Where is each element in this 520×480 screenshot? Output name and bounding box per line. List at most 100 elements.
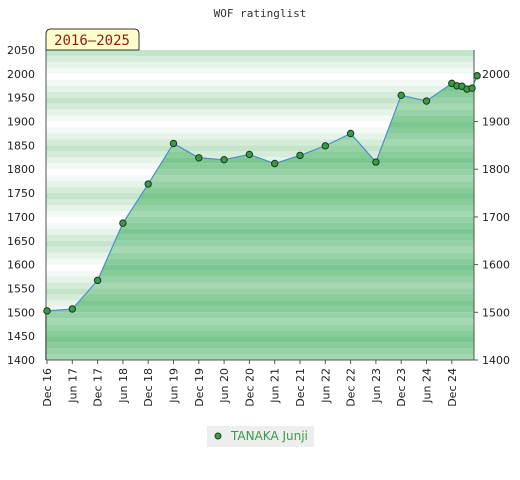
area-band: [47, 210, 474, 217]
background-band: [46, 55, 474, 62]
data-point: [144, 180, 152, 188]
area-band: [47, 252, 474, 259]
x-tick-label: Dec 22: [345, 368, 358, 407]
background-band: [46, 50, 474, 56]
period-label: 2016–2025: [54, 33, 130, 49]
x-tick-label: Jun 19: [168, 368, 181, 404]
background-band: [46, 115, 474, 122]
x-tick-label: Dec 24: [446, 368, 459, 407]
area-band: [47, 199, 474, 205]
left-tick-label: 1900: [7, 116, 35, 129]
left-axis: 1400 1450 1500 1550 1600 1650 1700 1750 1800 1850…: [7, 44, 47, 367]
data-point: [119, 219, 127, 227]
background-band: [46, 133, 474, 140]
legend: TANAKA Junji: [207, 426, 314, 447]
data-point: [220, 155, 228, 164]
background-band: [46, 97, 474, 104]
x-tick-label: Dec 16: [41, 368, 54, 407]
left-tick-label: 1750: [7, 187, 35, 200]
data-point: [321, 142, 329, 150]
area-band: [47, 169, 474, 176]
left-tick-label: 1650: [7, 235, 35, 248]
area-band: [47, 187, 474, 194]
area-band: [47, 234, 474, 241]
area-band: [47, 258, 474, 265]
x-tick-label: Jun 23: [370, 368, 383, 404]
area-band: [47, 216, 474, 223]
left-tick-label: 1950: [7, 92, 35, 105]
area-band: [47, 181, 474, 188]
period-badge: 2016–2025: [45, 28, 140, 51]
x-tick-label: Dec 18: [142, 368, 155, 407]
area-band: [47, 342, 474, 349]
data-point: [195, 154, 203, 162]
area-band: [47, 175, 474, 182]
data-point: [43, 307, 51, 315]
background-band: [46, 61, 474, 68]
data-point: [346, 129, 355, 138]
area-band: [47, 240, 474, 247]
legend-box: [207, 426, 314, 447]
area-band: [47, 205, 474, 211]
area-band: [47, 157, 474, 164]
left-tick-label: 1550: [7, 282, 35, 295]
data-point: [473, 72, 481, 80]
right-tick-label: 1400: [482, 354, 510, 367]
background-band: [46, 73, 474, 80]
data-point: [271, 159, 279, 168]
area-band: [47, 264, 474, 271]
x-tick-label: Jun 24: [421, 368, 434, 404]
right-tick-label: 1800: [482, 163, 510, 176]
area-band: [47, 354, 474, 360]
data-point: [372, 158, 380, 166]
area-band: [47, 270, 474, 277]
left-tick-label: 1450: [7, 330, 35, 343]
background-band: [46, 139, 474, 146]
area-band: [47, 228, 474, 235]
right-tick-label: 1600: [482, 259, 510, 272]
x-tick-label: Jun 17: [66, 368, 79, 404]
x-tick-label: Dec 23: [395, 368, 408, 407]
background-band: [46, 91, 474, 98]
area-band: [47, 336, 474, 343]
background-band: [46, 109, 474, 116]
background-band: [46, 103, 474, 110]
data-point: [468, 84, 476, 92]
background-band: [46, 67, 474, 74]
left-tick-label: 1400: [7, 354, 35, 367]
background-band: [46, 121, 474, 128]
background-band: [46, 151, 474, 158]
area-band: [47, 330, 474, 337]
x-tick-label: Jun 18: [117, 368, 130, 404]
area-band: [47, 324, 474, 331]
area-band: [47, 282, 474, 289]
left-tick-label: 1700: [7, 211, 35, 224]
x-tick-label: Jun 20: [218, 368, 231, 404]
x-tick-label: Dec 20: [243, 368, 256, 407]
area-band: [47, 193, 474, 200]
area-band: [47, 288, 474, 295]
data-point: [422, 97, 431, 105]
left-tick-label: 1850: [7, 139, 35, 152]
legend-marker: [214, 432, 222, 440]
data-point: [68, 305, 77, 313]
area-band: [47, 300, 474, 307]
right-tick-label: 1900: [482, 116, 510, 129]
right-axis: 1400 1500 1600 1700 1800 1900 2000: [473, 50, 510, 367]
left-tick-label: 2000: [7, 68, 35, 81]
background-band: [46, 85, 474, 92]
x-tick-label: Jun 22: [319, 368, 332, 404]
left-tick-label: 1600: [7, 259, 35, 272]
area-band: [47, 276, 474, 283]
data-point: [169, 139, 178, 148]
left-tick-label: 1800: [7, 163, 35, 176]
x-tick-label: Dec 17: [92, 368, 105, 407]
area-band: [47, 246, 474, 253]
x-tick-label: Dec 19: [193, 368, 206, 407]
left-tick-label: 1500: [7, 306, 35, 319]
right-tick-label: 1700: [482, 211, 510, 224]
data-point: [397, 91, 405, 100]
x-tick-label: Dec 21: [294, 368, 307, 407]
area-band: [47, 318, 474, 325]
